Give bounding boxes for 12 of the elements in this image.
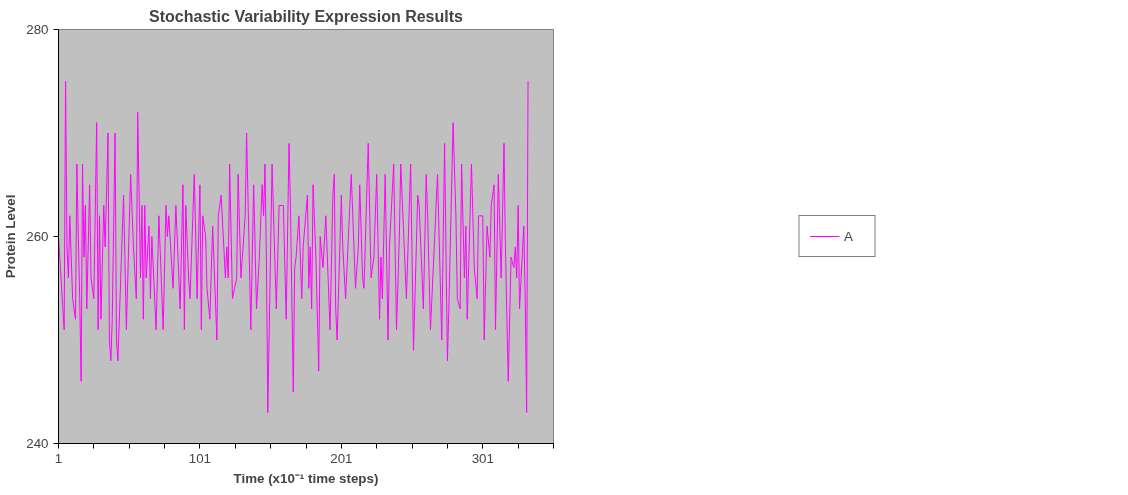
x-tick-label: 1 [54, 450, 63, 466]
y-tick-label: 280 [26, 22, 49, 37]
x-tick-label: 101 [188, 450, 212, 466]
y-tick-label: 240 [26, 436, 49, 451]
x-axis-title: Time (x10⁻¹ time steps) [233, 470, 379, 486]
y-tick-label: 260 [26, 229, 49, 244]
x-tick-label: 201 [330, 450, 353, 466]
legend-label: A [844, 228, 854, 244]
line-series [58, 80, 529, 413]
x-tick-label: 301 [471, 450, 494, 466]
chart-title: Stochastic Variability Expression Results [149, 7, 464, 25]
y-axis-title: Protein Level [3, 194, 19, 279]
